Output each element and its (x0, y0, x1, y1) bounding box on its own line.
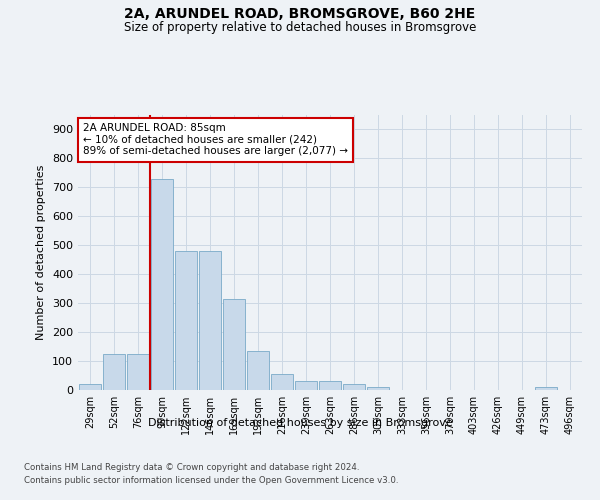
Bar (271, 374, 293, 390)
Bar (127, 354, 149, 390)
Bar (319, 382, 341, 390)
Y-axis label: Number of detached properties: Number of detached properties (37, 165, 46, 340)
Bar (151, 178, 173, 390)
Text: Contains public sector information licensed under the Open Government Licence v3: Contains public sector information licen… (24, 476, 398, 485)
Bar (199, 251, 221, 390)
Text: Contains HM Land Registry data © Crown copyright and database right 2024.: Contains HM Land Registry data © Crown c… (24, 462, 359, 471)
Bar (343, 384, 365, 390)
Bar (175, 251, 197, 390)
Text: Distribution of detached houses by size in Bromsgrove: Distribution of detached houses by size … (148, 418, 452, 428)
Bar (223, 299, 245, 390)
Text: 2A ARUNDEL ROAD: 85sqm
← 10% of detached houses are smaller (242)
89% of semi-de: 2A ARUNDEL ROAD: 85sqm ← 10% of detached… (83, 123, 348, 156)
Bar (535, 387, 557, 390)
Bar (79, 384, 101, 390)
Bar (295, 382, 317, 390)
Bar (103, 354, 125, 390)
Text: 2A, ARUNDEL ROAD, BROMSGROVE, B60 2HE: 2A, ARUNDEL ROAD, BROMSGROVE, B60 2HE (124, 8, 476, 22)
Text: Size of property relative to detached houses in Bromsgrove: Size of property relative to detached ho… (124, 21, 476, 34)
Bar (247, 351, 269, 390)
Bar (367, 387, 389, 390)
